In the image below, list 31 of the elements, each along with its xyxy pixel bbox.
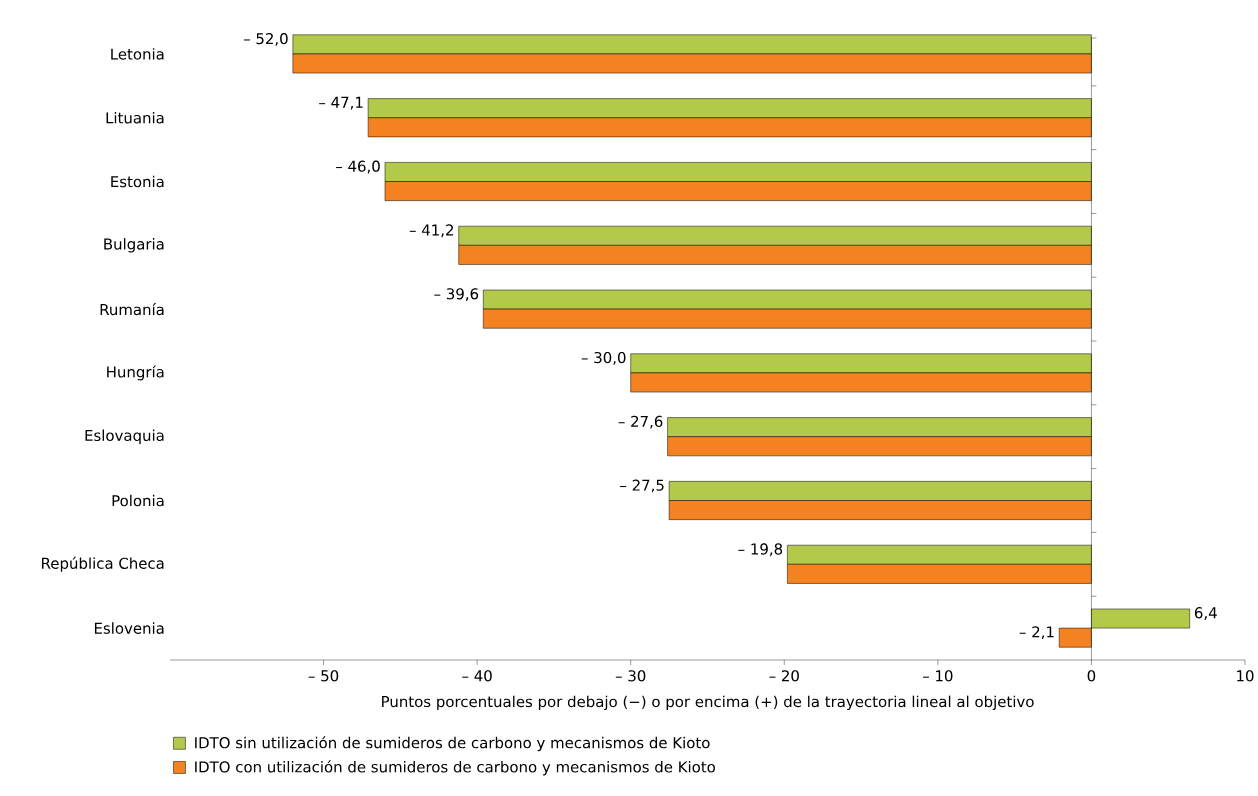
data-label: – 30,0 bbox=[581, 351, 626, 365]
data-label: – 41,2 bbox=[409, 224, 454, 238]
y-tick-label: Lituania bbox=[106, 111, 164, 124]
y-tick-label: Bulgaria bbox=[104, 238, 164, 253]
x-axis-title: Puntos porcentuales por debajo (−) o por encima (+) de la trayectoria lineal al objetivo bbox=[382, 695, 1034, 711]
data-label: – 47,1 bbox=[319, 96, 363, 110]
y-tick-label: Eslovenia bbox=[94, 622, 164, 634]
data-label: – 27,5 bbox=[620, 479, 664, 493]
y-tick-label: Rumanía bbox=[100, 303, 164, 316]
x-tick-label: 10 bbox=[1237, 670, 1254, 682]
y-tick-label: Polonia bbox=[112, 494, 164, 507]
data-label: 6,4 bbox=[1194, 607, 1217, 620]
y-tick-label: Hungría bbox=[107, 365, 164, 381]
x-tick-label: – 40 bbox=[462, 670, 492, 682]
y-tick-label: República Checa bbox=[42, 556, 164, 572]
y-tick-label: Letonia bbox=[111, 48, 164, 60]
data-label: – 2,1 bbox=[1019, 626, 1054, 640]
legend-label: IDTO con utilización de sumideros de carbono y mecanismos de Kioto bbox=[195, 760, 715, 776]
legend-label: IDTO sin utilización de sumideros de carbono y mecanismos de Kioto bbox=[195, 736, 710, 752]
data-label: – 39,6 bbox=[434, 288, 479, 301]
x-tick-label: – 50 bbox=[308, 670, 339, 682]
y-tick-label: Estonia bbox=[111, 175, 164, 188]
x-tick-label: – 10 bbox=[922, 670, 953, 682]
data-label: – 46,0 bbox=[336, 160, 380, 174]
data-label: – 27,6 bbox=[618, 415, 663, 429]
x-tick-label: – 30 bbox=[615, 670, 646, 682]
x-tick-label: – 20 bbox=[769, 670, 799, 682]
data-label: – 52,0 bbox=[243, 32, 288, 46]
x-tick-label: 0 bbox=[1087, 670, 1096, 682]
y-tick-label: Eslovaquia bbox=[85, 429, 164, 444]
data-label: – 19,8 bbox=[738, 543, 783, 557]
